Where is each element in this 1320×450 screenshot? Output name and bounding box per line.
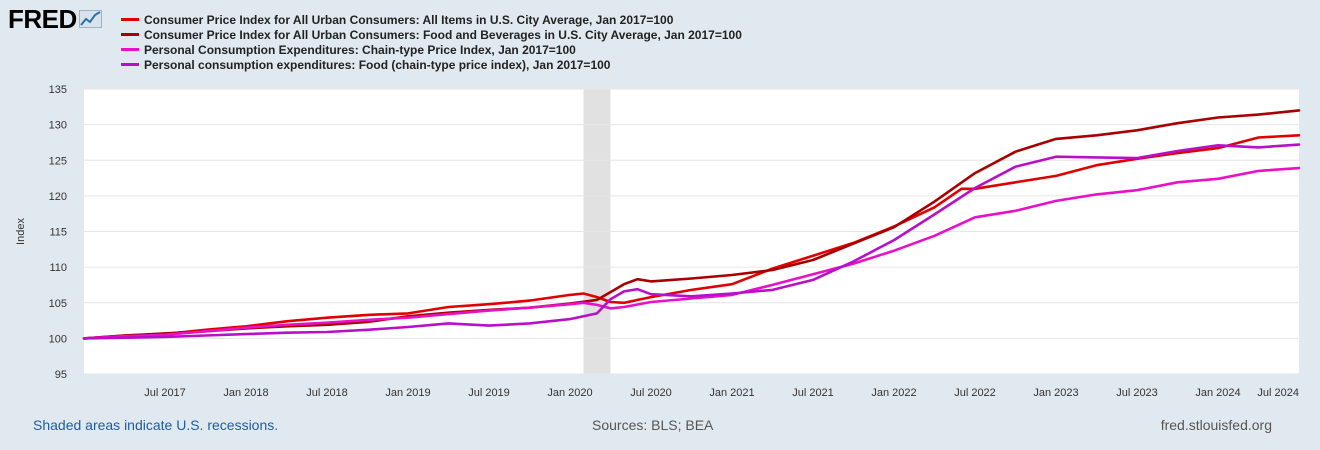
legend-swatch (121, 48, 139, 51)
x-tick-label: Jan 2018 (223, 387, 268, 399)
x-tick-label: Jul 2020 (630, 387, 672, 399)
series-line-3 (82, 166, 1301, 340)
y-tick-label: 105 (49, 298, 67, 310)
x-tick-label: Jul 2021 (792, 387, 834, 399)
x-tick-label: Jan 2023 (1033, 387, 1078, 399)
y-tick-label: 130 (49, 120, 67, 132)
legend-item-1[interactable]: Consumer Price Index for All Urban Consu… (121, 12, 742, 27)
y-axis-label: Index (15, 218, 27, 245)
y-tick-label: 100 (49, 333, 67, 345)
legend-swatch (121, 63, 139, 66)
y-tick-label: 110 (49, 262, 67, 274)
x-tick-label: Jan 2020 (547, 387, 592, 399)
y-tick-label: 115 (49, 227, 67, 239)
site-link[interactable]: fred.stlouisfed.org (1160, 417, 1272, 433)
y-tick-label: 135 (49, 84, 67, 96)
legend-item-4[interactable]: Personal consumption expenditures: Food … (121, 57, 742, 72)
legend-swatch (121, 33, 139, 36)
x-tick-label: Jan 2021 (709, 387, 754, 399)
x-tick-label: Jul 2024 (1257, 387, 1299, 399)
legend-item-3[interactable]: Personal Consumption Expenditures: Chain… (121, 42, 742, 57)
x-tick-label: Jul 2017 (144, 387, 186, 399)
legend-label: Personal Consumption Expenditures: Chain… (144, 42, 576, 57)
trend-line-icon (78, 10, 102, 28)
x-tick-label: Jul 2019 (468, 387, 510, 399)
x-tick-label: Jul 2023 (1116, 387, 1158, 399)
x-tick-label: Jan 2019 (385, 387, 430, 399)
sources-text: Sources: BLS; BEA (592, 417, 714, 433)
fred-logo[interactable]: FRED (8, 6, 103, 32)
y-tick-label: 120 (49, 191, 67, 203)
series-line-1 (82, 134, 1301, 340)
series-line-2 (82, 109, 1301, 340)
legend-swatch (121, 18, 139, 21)
x-tick-label: Jan 2024 (1195, 387, 1240, 399)
legend-label: Consumer Price Index for All Urban Consu… (144, 12, 674, 27)
y-tick-label: 95 (55, 369, 67, 381)
legend-item-2[interactable]: Consumer Price Index for All Urban Consu… (121, 27, 742, 42)
y-tick-label: 125 (49, 155, 67, 167)
x-tick-label: Jan 2022 (871, 387, 916, 399)
recession-note: Shaded areas indicate U.S. recessions. (33, 417, 279, 433)
legend-label: Personal consumption expenditures: Food … (144, 57, 611, 72)
x-tick-label: Jul 2022 (954, 387, 996, 399)
fred-logo-text: FRED (8, 4, 77, 34)
x-tick-label: Jul 2018 (306, 387, 348, 399)
series-line-4 (82, 143, 1301, 340)
chart-legend: Consumer Price Index for All Urban Consu… (121, 12, 742, 72)
legend-label: Consumer Price Index for All Urban Consu… (144, 27, 742, 42)
